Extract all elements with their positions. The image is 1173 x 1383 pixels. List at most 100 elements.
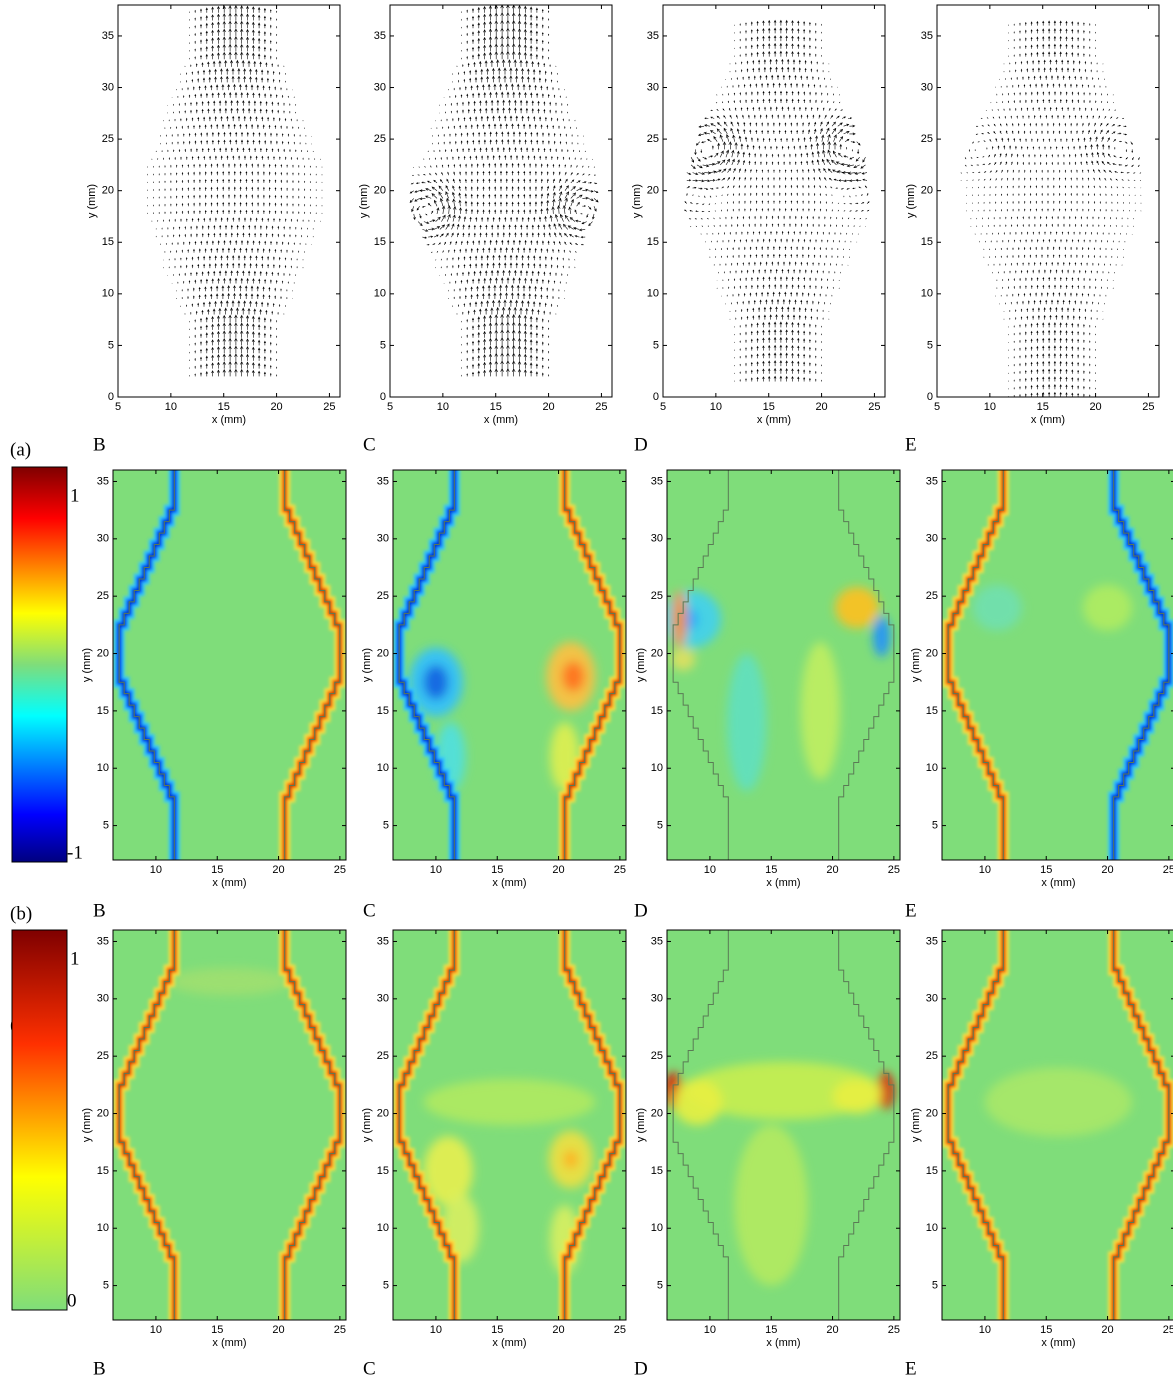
y-axis-label: y (mm)	[635, 1108, 647, 1142]
wall-outline	[947, 470, 1004, 860]
panel-letter: E	[905, 900, 917, 921]
x-tick-label: 20	[552, 864, 564, 876]
x-tick-label: 20	[1089, 401, 1101, 413]
axes-frame	[936, 4, 1160, 398]
wall-outline	[118, 930, 175, 1320]
y-tick-label: 30	[647, 81, 659, 93]
row-label: (b)	[10, 903, 32, 924]
y-tick-label: 10	[102, 288, 114, 300]
contour-patch	[168, 967, 291, 996]
y-tick-label: 35	[651, 475, 663, 487]
y-axis-label: y (mm)	[905, 184, 917, 218]
x-axis-label: x (mm)	[766, 877, 800, 889]
x-tick-label: 20	[1101, 864, 1113, 876]
y-tick-label: 15	[97, 705, 109, 717]
y-tick-label: 15	[651, 705, 663, 717]
x-axis-label: x (mm)	[212, 414, 246, 426]
y-tick-label: 5	[380, 339, 386, 351]
wall-outline	[398, 930, 455, 1320]
x-tick-label: 25	[614, 864, 626, 876]
y-tick-label: 30	[921, 81, 933, 93]
y-tick-label: 30	[377, 993, 389, 1005]
y-tick-label: 5	[103, 819, 109, 831]
y-tick-label: 25	[926, 1050, 938, 1062]
y-tick-label: 10	[921, 288, 933, 300]
x-tick-label: 25	[1163, 1324, 1173, 1336]
field	[960, 20, 1142, 397]
panel-letter: D	[634, 1358, 648, 1379]
map-background	[667, 470, 900, 860]
x-tick-label: 10	[704, 864, 716, 876]
colorbar-label: 0	[67, 1290, 77, 1311]
y-tick-label: 10	[651, 762, 663, 774]
x-axis-label: x (mm)	[1041, 877, 1075, 889]
y-tick-label: 10	[97, 762, 109, 774]
field	[147, 5, 323, 377]
y-tick-label: 15	[377, 1165, 389, 1177]
panel-letter: D	[634, 900, 648, 921]
colorbar-label: -1	[67, 842, 83, 863]
panel-letter: C	[363, 1358, 376, 1379]
y-axis-label: y (mm)	[361, 648, 373, 682]
velocity-vectors	[684, 19, 870, 382]
y-tick-label: 15	[97, 1165, 109, 1177]
y-tick-label: 35	[97, 935, 109, 947]
axes-frame	[941, 469, 1173, 861]
colorbar	[11, 929, 68, 1311]
x-tick-label: 10	[979, 864, 991, 876]
contour-patch	[800, 642, 840, 780]
x-tick-label: 5	[660, 401, 666, 413]
y-tick-label: 5	[657, 1279, 663, 1291]
y-axis-label: y (mm)	[910, 648, 922, 682]
y-tick-label: 20	[377, 647, 389, 659]
y-tick-label: 35	[926, 935, 938, 947]
x-tick-label: 15	[491, 864, 503, 876]
y-tick-label: 35	[647, 30, 659, 42]
x-axis-label: x (mm)	[212, 1337, 246, 1349]
contour-patch	[670, 647, 696, 671]
y-tick-label: 30	[374, 81, 386, 93]
y-tick-label: 25	[97, 1050, 109, 1062]
axes-frame	[666, 929, 901, 1321]
y-tick-label: 25	[377, 1050, 389, 1062]
y-tick-label: 0	[653, 391, 659, 403]
x-tick-label: 15	[211, 1324, 223, 1336]
x-tick-label: 10	[437, 401, 449, 413]
x-tick-label: 10	[430, 1324, 442, 1336]
field	[684, 19, 870, 382]
axes-frame	[117, 4, 341, 398]
field	[113, 470, 346, 860]
x-tick-label: 20	[815, 401, 827, 413]
x-tick-label: 15	[763, 401, 775, 413]
axes-frame	[112, 469, 347, 861]
x-axis-label: x (mm)	[757, 414, 791, 426]
y-tick-label: 30	[926, 993, 938, 1005]
y-axis-label: y (mm)	[361, 1108, 373, 1142]
x-axis-label: x (mm)	[492, 877, 526, 889]
y-axis-label: y (mm)	[81, 1108, 93, 1142]
y-tick-label: 5	[927, 339, 933, 351]
wall-outline	[284, 930, 341, 1320]
y-tick-label: 10	[647, 288, 659, 300]
y-tick-label: 20	[102, 185, 114, 197]
axes-frame	[666, 469, 901, 861]
y-tick-label: 25	[651, 590, 663, 602]
panel-letter: E	[905, 434, 917, 455]
wall-outline	[284, 470, 341, 860]
contour-patch	[562, 661, 585, 692]
contour-patch	[423, 665, 449, 700]
contour-patch	[685, 1061, 882, 1120]
y-tick-label: 20	[377, 1107, 389, 1119]
x-tick-label: 10	[979, 1324, 991, 1336]
x-axis-label: x (mm)	[484, 414, 518, 426]
contour-patch	[673, 1079, 723, 1125]
y-tick-label: 5	[108, 339, 114, 351]
y-tick-label: 5	[653, 339, 659, 351]
x-tick-label: 25	[868, 401, 880, 413]
x-tick-label: 5	[115, 401, 121, 413]
y-tick-label: 0	[108, 391, 114, 403]
axes-frame	[392, 929, 627, 1321]
panel: 10 15 20 25 5 10 15 20 25 30 35 x (mm) y (mm)	[635, 469, 901, 889]
